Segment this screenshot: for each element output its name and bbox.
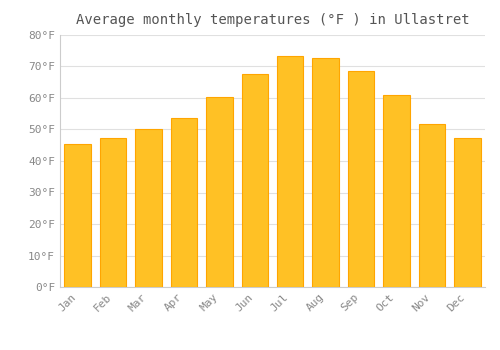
Bar xyxy=(383,95,409,287)
Bar xyxy=(170,118,197,287)
Bar xyxy=(136,130,162,287)
Bar xyxy=(64,144,91,287)
Bar xyxy=(418,124,445,287)
Bar xyxy=(206,97,233,287)
Bar xyxy=(454,138,480,287)
Bar xyxy=(277,56,303,287)
Bar xyxy=(312,58,339,287)
Bar xyxy=(348,71,374,287)
Title: Average monthly temperatures (°F ) in Ullastret: Average monthly temperatures (°F ) in Ul… xyxy=(76,13,469,27)
Bar xyxy=(242,74,268,287)
Bar xyxy=(100,138,126,287)
